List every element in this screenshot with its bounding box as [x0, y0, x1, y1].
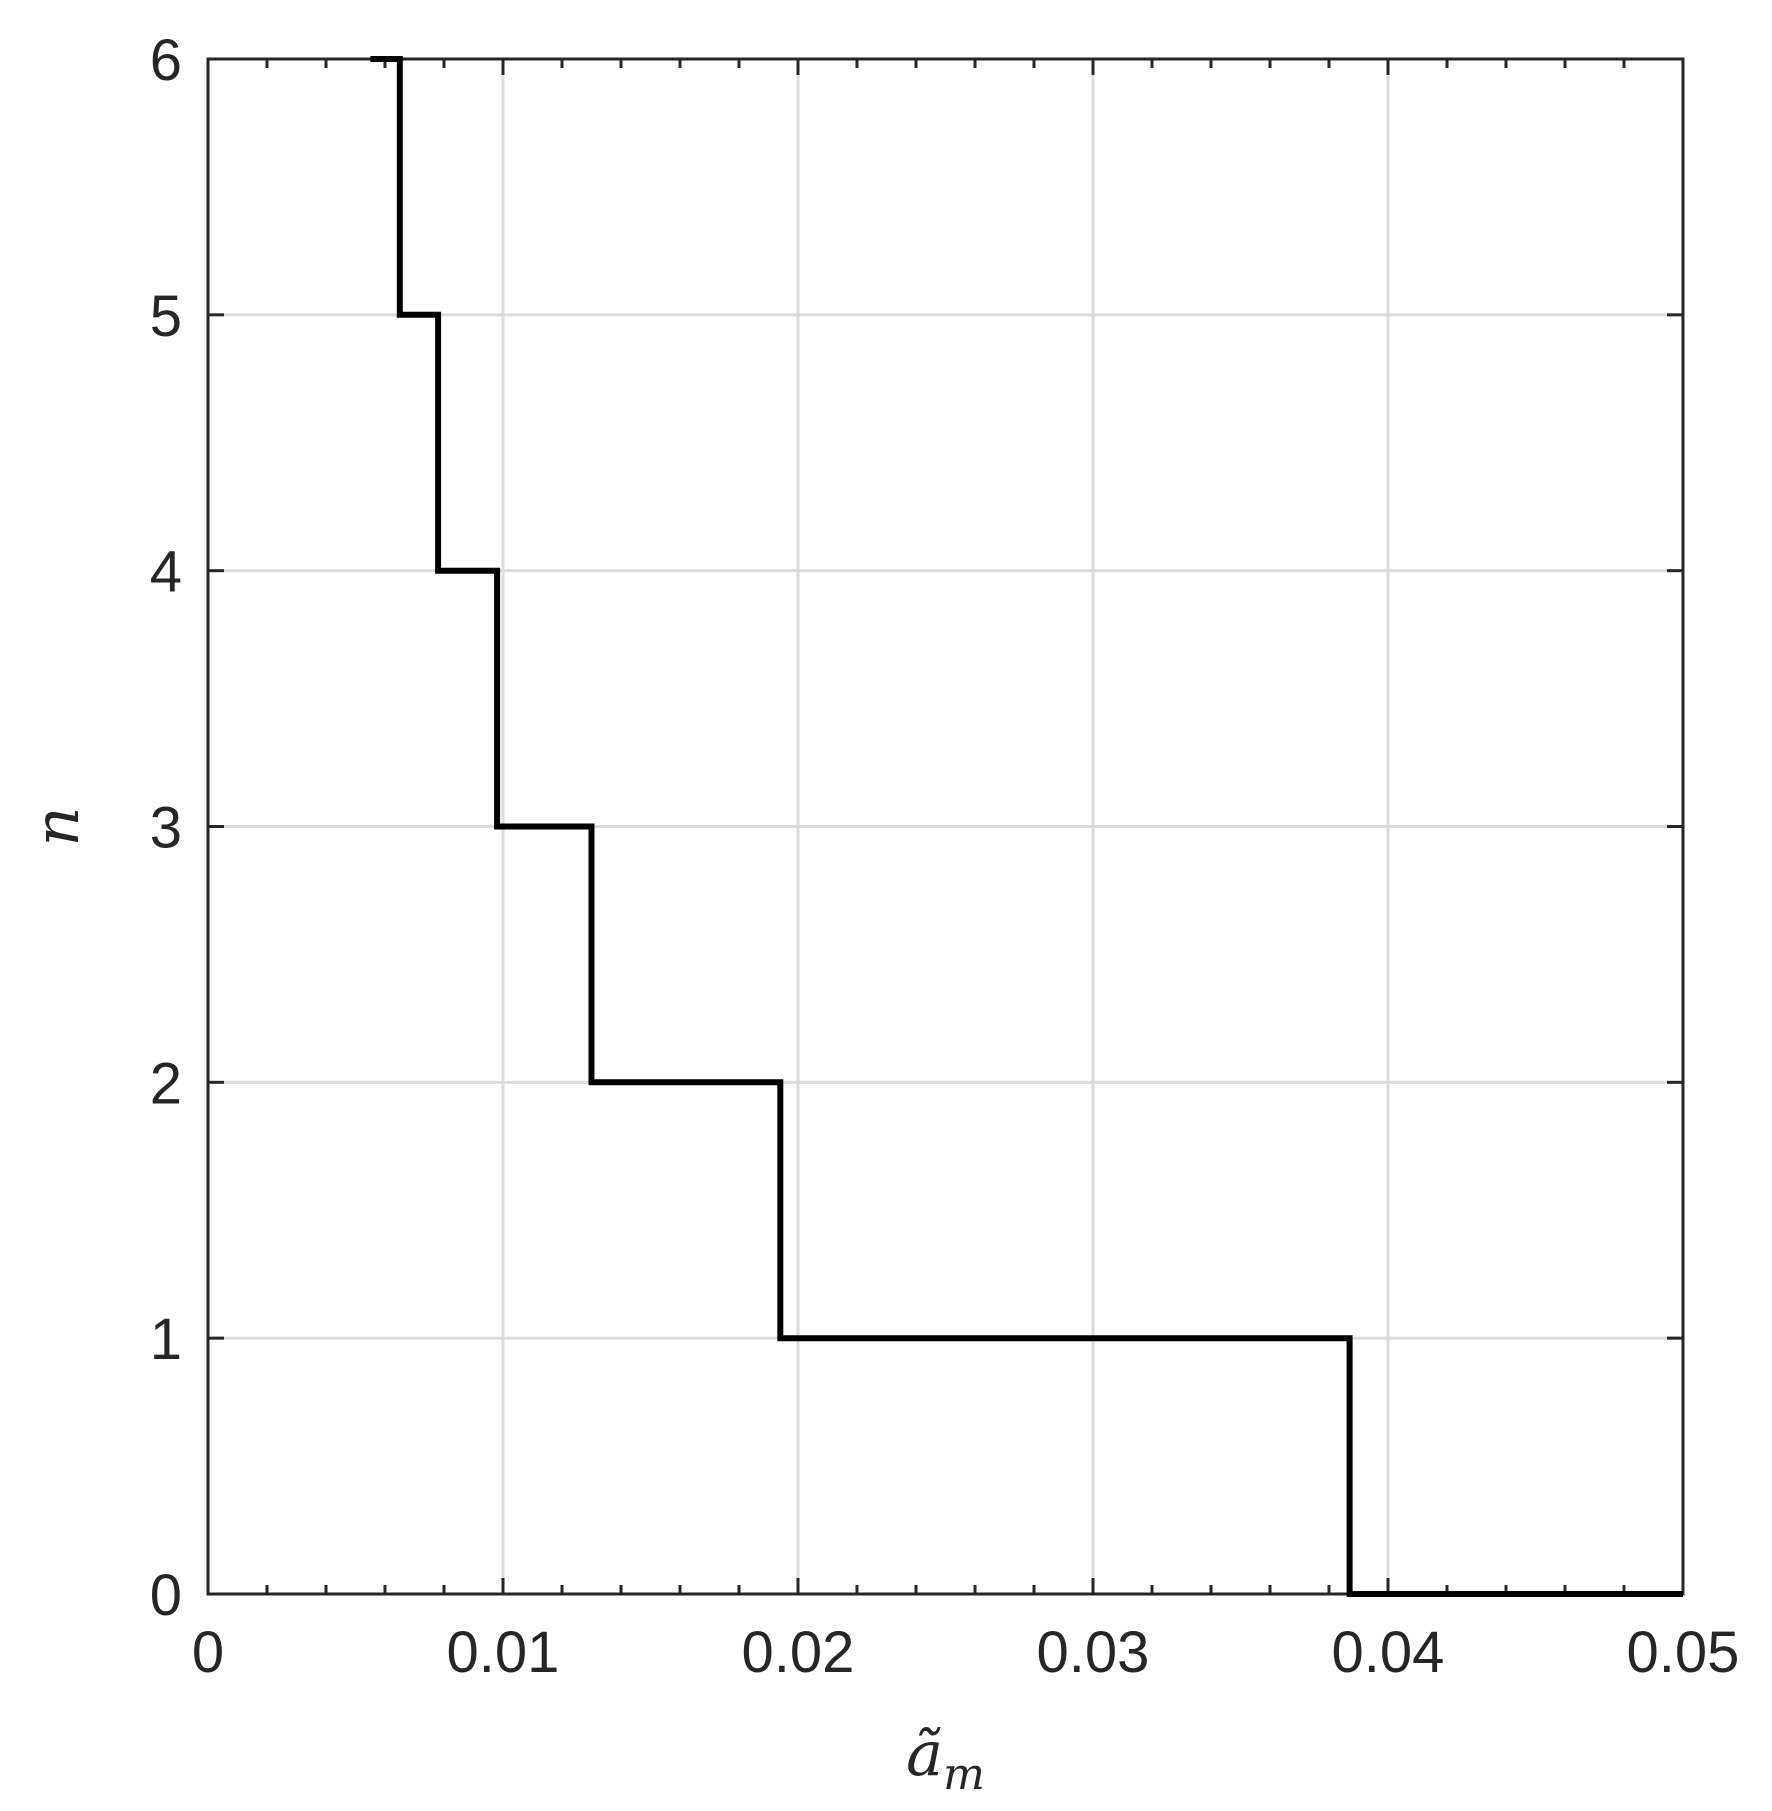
x-tick-label: 0.03: [1037, 1620, 1150, 1685]
x-tick-label: 0: [192, 1620, 224, 1685]
x-tick-label: 0.05: [1627, 1620, 1740, 1685]
x-axis-label: ãm: [906, 1717, 985, 1800]
y-tick-label: 3: [150, 796, 182, 861]
series-line: [370, 56, 1683, 1597]
y-axis-label: n: [20, 807, 93, 847]
x-tick-label: 0.04: [1332, 1620, 1445, 1685]
plot-frame: [206, 57, 1685, 1596]
grid-lines: [208, 59, 1683, 1594]
x-tick-label: 0.01: [447, 1620, 560, 1685]
y-tick-label: 1: [150, 1307, 182, 1372]
y-tick-label: 4: [150, 540, 182, 605]
y-tick-label: 5: [150, 284, 182, 349]
x-tick-labels: 0 0.01 0.02 0.03 0.04 0.05: [192, 1620, 1740, 1685]
series-layer: [370, 56, 1683, 1597]
y-tick-label: 2: [150, 1051, 182, 1116]
y-tick-labels: 0 1 2 3 4 5 6: [150, 28, 182, 1628]
x-tick-label: 0.02: [742, 1620, 855, 1685]
y-tick-label: 0: [150, 1563, 182, 1628]
y-tick-label: 6: [150, 28, 182, 93]
